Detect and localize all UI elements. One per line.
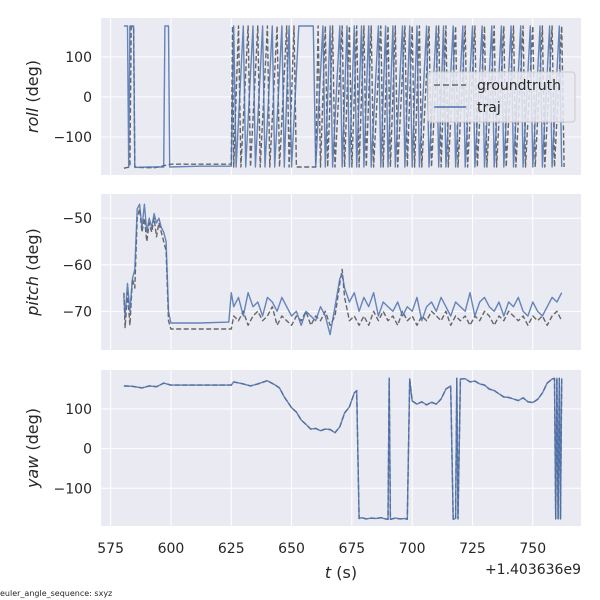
- panel-yaw: 100 0 −100 yaw (deg): [23, 370, 581, 526]
- x-tick-label: 575: [97, 541, 124, 557]
- y-axis-label-var: pitch: [23, 276, 42, 317]
- y-tick-label-pitch: −60: [62, 258, 92, 274]
- y-axis-label-var: roll: [23, 107, 42, 133]
- x-axis-label: t (s): [325, 563, 357, 582]
- x-tick-label: 750: [519, 541, 546, 557]
- x-tick-label: 625: [218, 541, 245, 557]
- x-tick-label: 725: [459, 541, 486, 557]
- x-axis-label-unit: (s): [331, 563, 357, 582]
- series-line-traj-roll: [123, 25, 563, 169]
- y-axis-label-var: yaw: [23, 455, 42, 489]
- y-axis-label-roll: roll (deg): [23, 60, 42, 133]
- y-tick-label-yaw: −100: [54, 481, 92, 497]
- x-tick-label: 650: [278, 541, 305, 557]
- x-axis-offset: +1.403636e9: [485, 562, 581, 578]
- y-tick-label-roll: 100: [65, 50, 92, 66]
- y-tick-label-pitch: −50: [62, 211, 92, 227]
- series-line-groundtruth-roll: [123, 25, 565, 169]
- y-axis-label-unit: (deg): [23, 60, 42, 108]
- plot-background-pitch: [101, 194, 581, 350]
- x-tick-label: 600: [158, 541, 185, 557]
- panel-pitch: −50 −60 −70 pitch (deg): [23, 194, 581, 350]
- x-axis-label-var: t: [325, 563, 332, 582]
- y-tick-label-yaw: 100: [65, 402, 92, 418]
- y-tick-label-pitch: −70: [62, 304, 92, 320]
- y-axis-label-unit: (deg): [23, 228, 42, 276]
- x-tick-label: 700: [399, 541, 426, 557]
- y-tick-label-roll: −100: [54, 130, 92, 146]
- series-line-groundtruth-pitch: [123, 208, 563, 330]
- series-line-traj-yaw: [123, 377, 563, 520]
- y-axis-label-pitch: pitch (deg): [23, 228, 42, 317]
- series-line-traj-pitch: [123, 203, 563, 336]
- legend-label-traj: traj: [477, 100, 501, 116]
- y-tick-label-roll: 0: [83, 90, 92, 106]
- y-tick-label-yaw: 0: [83, 442, 92, 458]
- legend-label-groundtruth: groundtruth: [477, 78, 561, 94]
- panel-roll: 100 0 −100 roll (deg) groundtruth traj: [23, 18, 581, 175]
- y-axis-label-yaw: yaw (deg): [23, 408, 42, 489]
- legend: groundtruth traj: [427, 71, 576, 123]
- y-axis-label-unit: (deg): [23, 408, 42, 456]
- footnote-euler-sequence: euler_angle_sequence: sxyz: [0, 589, 113, 598]
- x-axis: 575 600 625 650 675 700 725 750 t (s) +1.403636e9: [97, 541, 581, 582]
- x-tick-label: 675: [338, 541, 365, 557]
- plot-background-yaw: [101, 370, 581, 526]
